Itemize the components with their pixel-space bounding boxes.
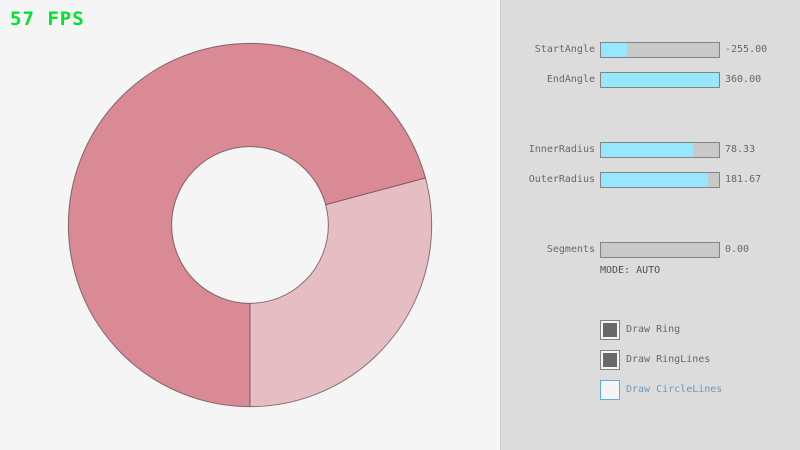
draw-circlelines-checkbox[interactable]: [600, 380, 620, 400]
draw-ringlines-checkbox-label: Draw RingLines: [626, 354, 711, 365]
startangle-label: StartAngle: [534, 44, 595, 55]
innerradius-value: 78.33: [725, 144, 756, 155]
draw-ring-checkbox-label: Draw Ring: [626, 324, 681, 335]
mode-label: MODE: AUTO: [600, 265, 661, 276]
innerradius-label: InnerRadius: [528, 144, 595, 155]
draw-circlelines-checkbox-label: Draw CircleLines: [626, 384, 723, 395]
segments-value: 0.00: [725, 244, 750, 255]
outerradius-slider-fill: [601, 173, 709, 187]
endangle-slider[interactable]: [600, 72, 720, 88]
segments-label: Segments: [546, 244, 595, 255]
startangle-slider-fill: [601, 43, 627, 57]
endangle-label: EndAngle: [546, 74, 595, 85]
draw-ring-checkbox[interactable]: [600, 320, 620, 340]
outerradius-slider[interactable]: [600, 172, 720, 188]
innerradius-slider-fill: [601, 143, 694, 157]
startangle-slider[interactable]: [600, 42, 720, 58]
outerradius-label: OuterRadius: [528, 174, 595, 185]
startangle-value: -255.00: [725, 44, 768, 55]
endangle-value: 360.00: [725, 74, 762, 85]
endangle-slider-fill: [601, 73, 719, 87]
innerradius-slider[interactable]: [600, 142, 720, 158]
fps-counter: 57 FPS: [10, 8, 85, 30]
ring-canvas: [67, 42, 433, 408]
outerradius-value: 181.67: [725, 174, 762, 185]
draw-ringlines-checkbox[interactable]: [600, 350, 620, 370]
segments-slider[interactable]: [600, 242, 720, 258]
